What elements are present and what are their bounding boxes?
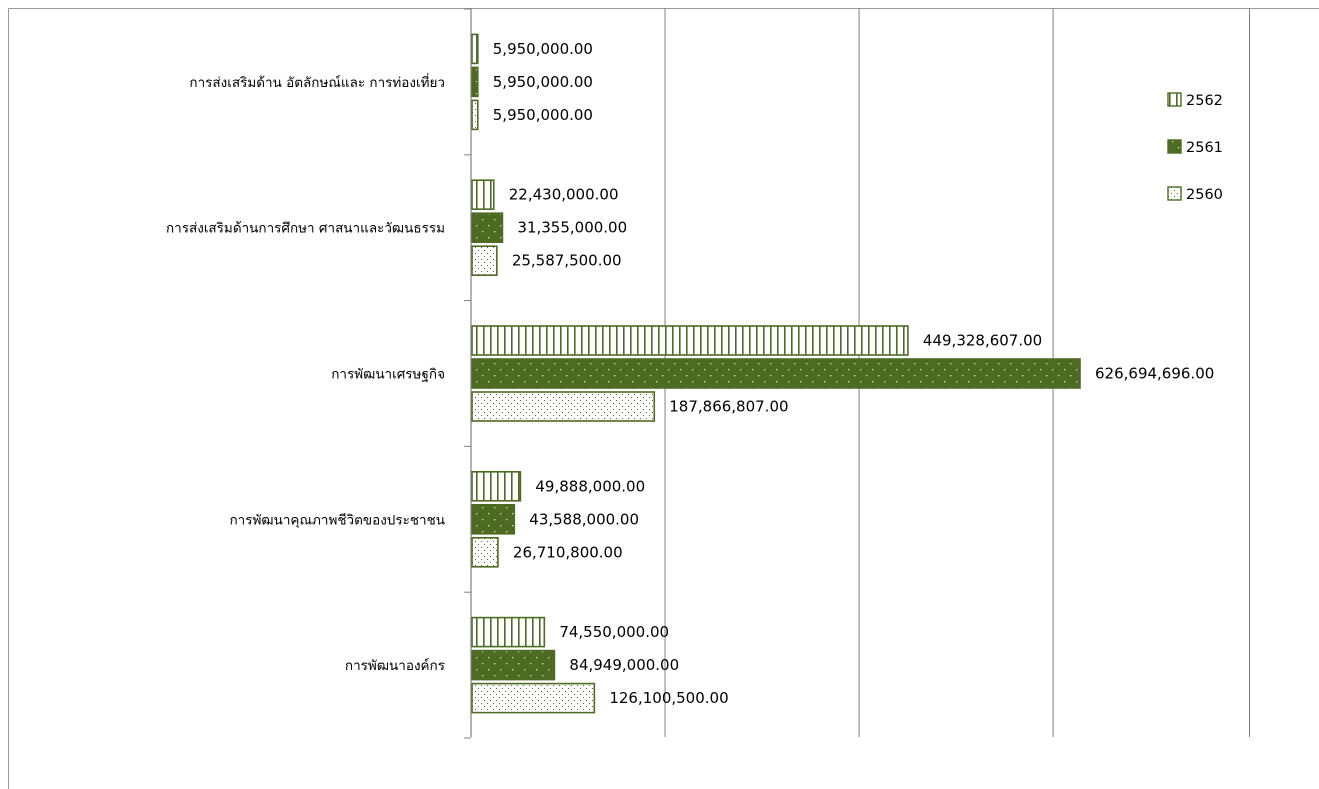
bar-2560-4: [471, 536, 499, 568]
bar-2562-3: [471, 325, 909, 356]
bar-2562-4: [471, 470, 522, 502]
bars: [471, 33, 1081, 714]
category-label: การพัฒนาคุณภาพชีวิตของประชาชน: [230, 512, 446, 528]
data-labels: 5,950,000.00 5,950,000.00 5,950,000.00 22,4…: [493, 40, 1215, 707]
category-label: การพัฒนาเศรษฐกิจ: [331, 367, 445, 383]
data-label-2560-2: 25,587,500.00: [512, 252, 622, 270]
legend-label-2562: 2562: [1186, 93, 1223, 109]
bar-2561-3: [471, 358, 1081, 389]
category-labels: การส่งเสริมด้าน อัตลักษณ์และ การท่องเที่…: [166, 73, 445, 674]
data-label-2561-1: 5,950,000.00: [493, 73, 593, 91]
bar-2560-3: [471, 391, 656, 422]
data-label-2562-5: 74,550,000.00: [559, 623, 669, 641]
legend: 2562 2561 2560: [1167, 92, 1223, 203]
chart-frame: [8, 8, 1319, 789]
bar-2562-2: [471, 179, 495, 210]
bar-2560-2: [471, 245, 498, 276]
data-label-2561-5: 84,949,000.00: [569, 656, 679, 674]
bar-2561-4: [471, 503, 516, 535]
legend-swatch-2562: [1167, 92, 1182, 107]
data-label-2562-4: 49,888,000.00: [535, 477, 645, 495]
legend-swatch-2560: [1167, 186, 1182, 201]
data-label-2560-3: 187,866,807.00: [669, 398, 788, 416]
data-label-2560-4: 26,710,800.00: [513, 543, 623, 561]
bar-2561-5: [471, 649, 556, 681]
data-label-2562-3: 449,328,607.00: [923, 332, 1042, 350]
data-label-2560-5: 126,100,500.00: [609, 689, 728, 707]
category-label: การส่งเสริมด้าน อัตลักษณ์และ การท่องเที่…: [189, 73, 445, 91]
data-label-2561-4: 43,588,000.00: [529, 510, 639, 528]
legend-label-2561: 2561: [1186, 140, 1223, 156]
bar-2561-1: [471, 66, 479, 98]
bar-2561-2: [471, 212, 504, 243]
data-label-2560-1: 5,950,000.00: [493, 106, 593, 124]
data-label-2561-3: 626,694,696.00: [1095, 365, 1214, 383]
category-label: การพัฒนาองค์กร: [345, 657, 445, 674]
category-label: การส่งเสริมด้านการศึกษา ศาสนาและวัฒนธรรม: [166, 221, 445, 237]
bar-2560-1: [471, 99, 479, 131]
data-label-2562-2: 22,430,000.00: [509, 186, 619, 204]
bar-2562-1: [471, 33, 479, 65]
bar-2562-5: [471, 616, 546, 648]
bar-2560-5: [471, 682, 596, 714]
legend-swatch-2561: [1167, 139, 1182, 154]
category-axis: [464, 8, 472, 739]
data-label-2561-2: 31,355,000.00: [517, 219, 627, 237]
data-label-2562-1: 5,950,000.00: [493, 40, 593, 58]
legend-label-2560: 2560: [1186, 187, 1223, 203]
